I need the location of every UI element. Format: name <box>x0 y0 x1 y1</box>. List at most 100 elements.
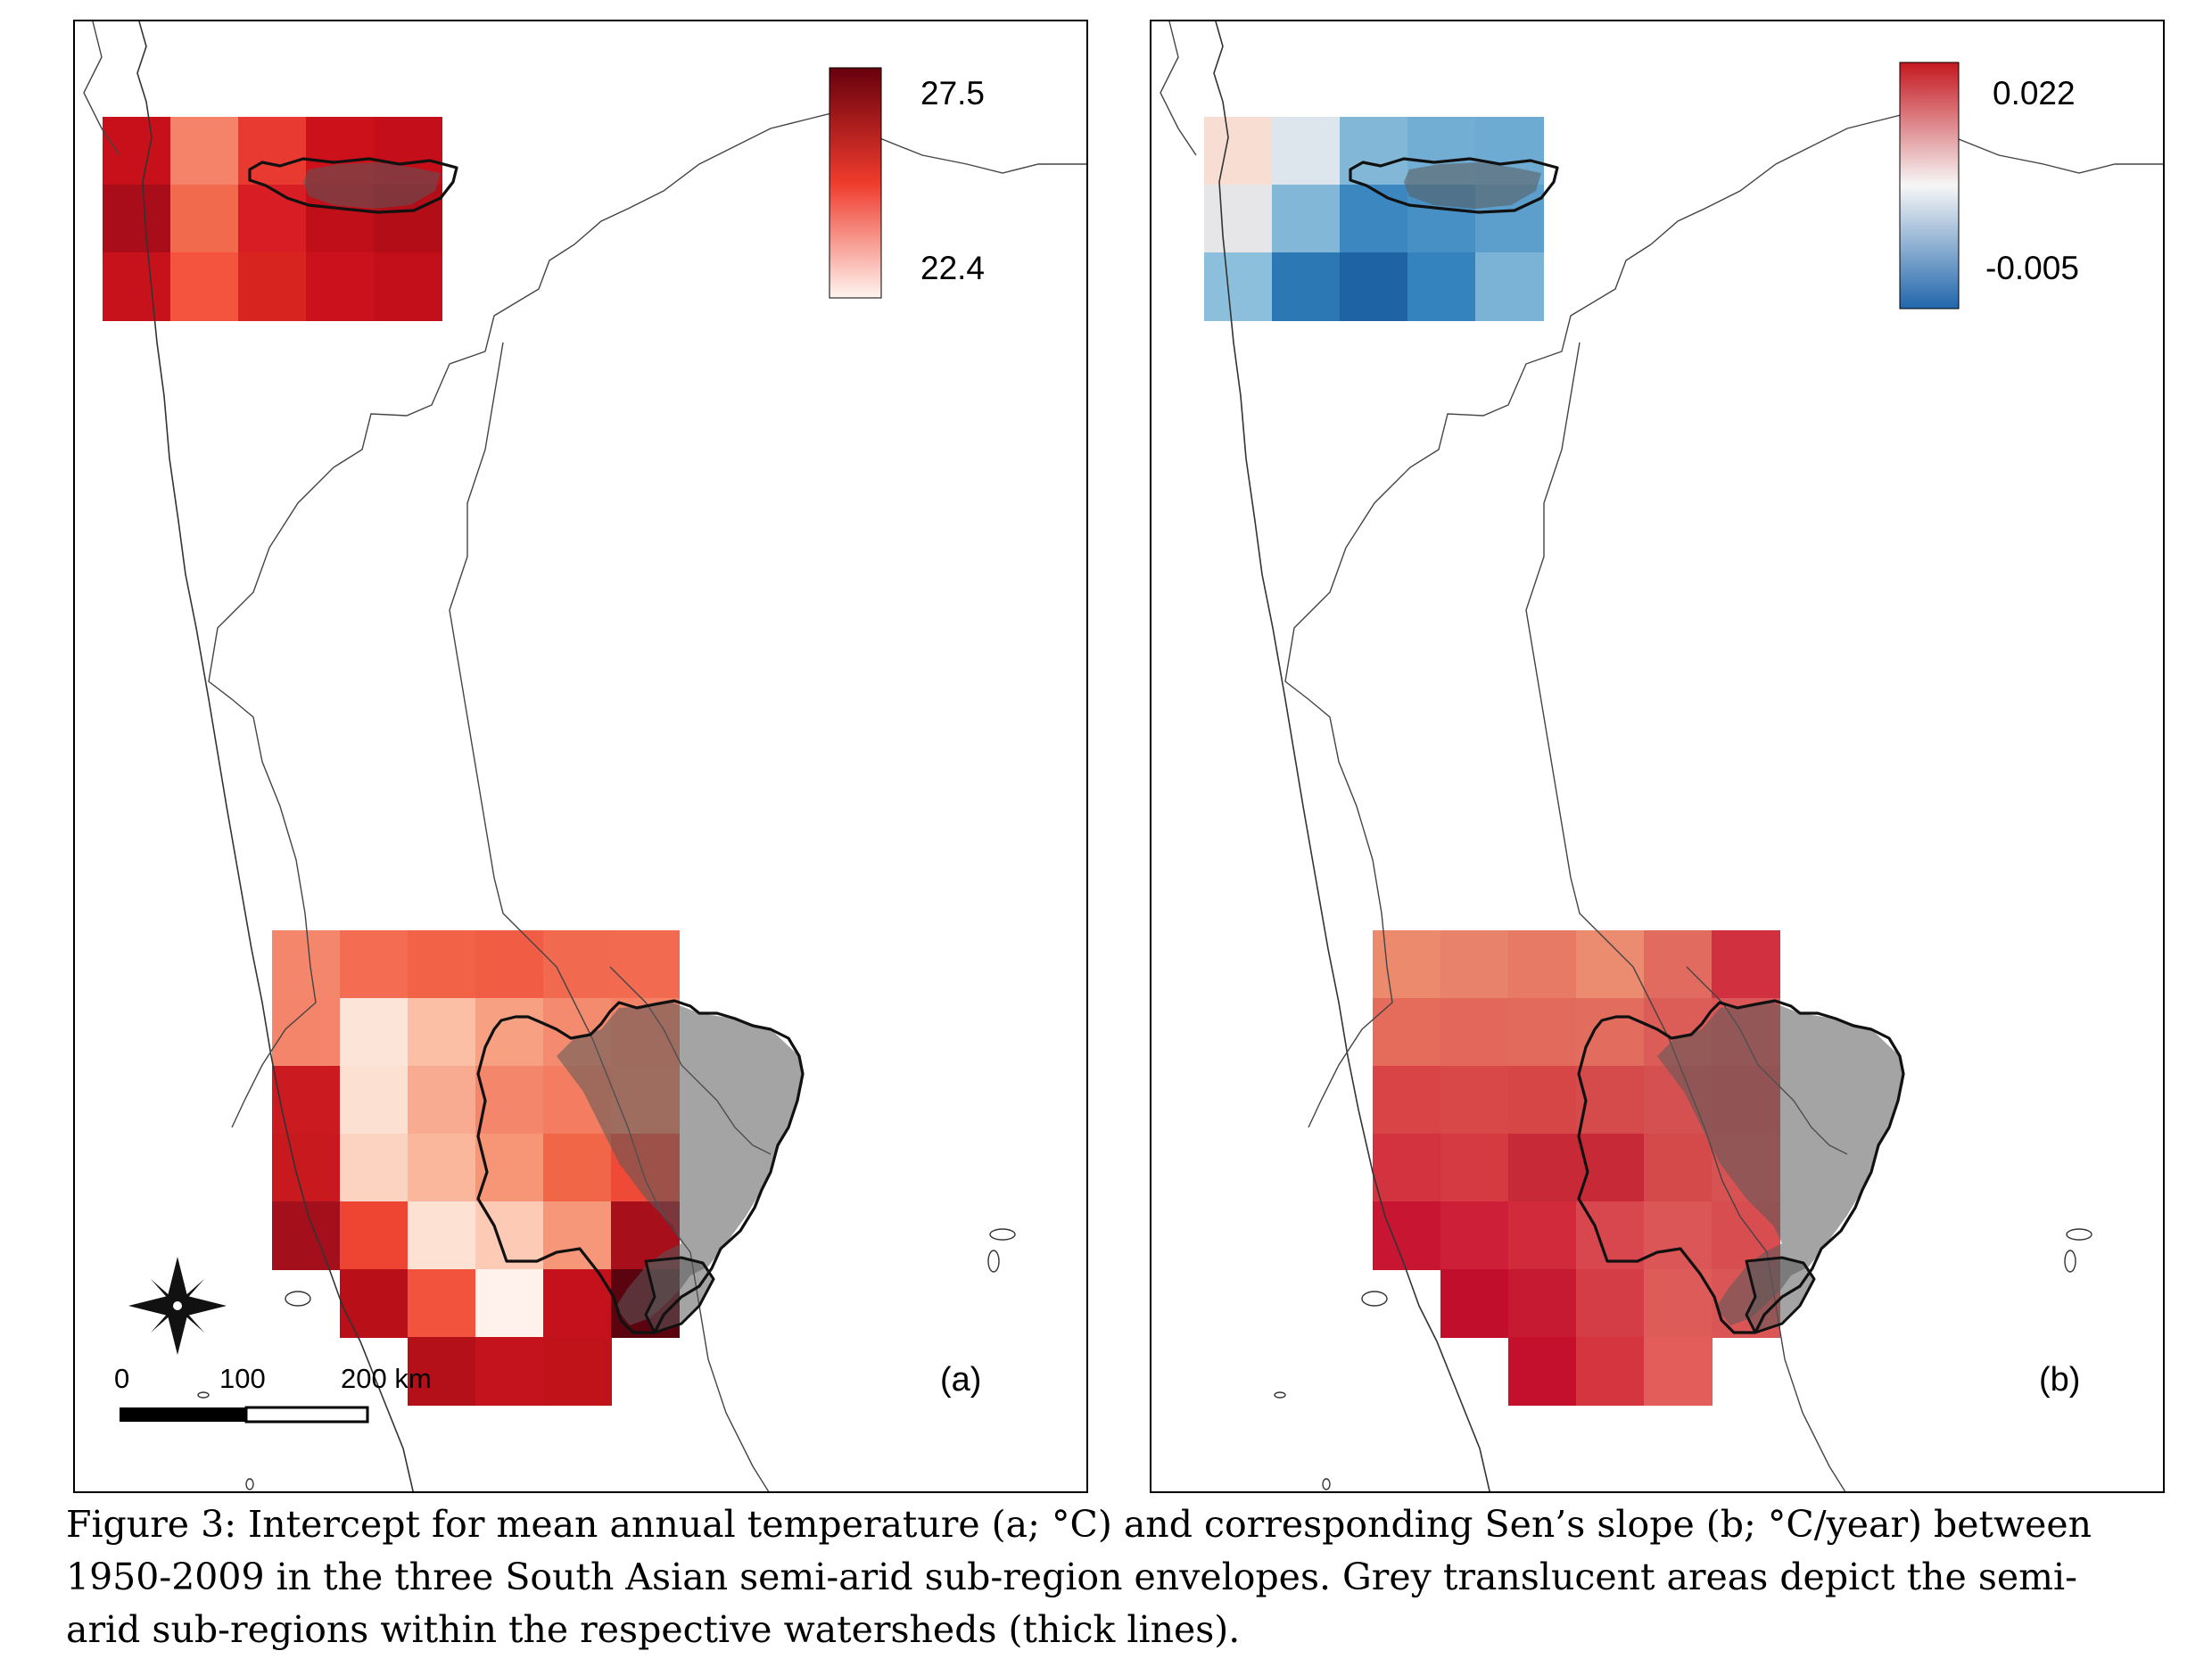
state-border <box>208 110 1086 1128</box>
island-outline-0 <box>1361 1291 1388 1307</box>
raster-cell-south-r0-c0 <box>1373 930 1441 999</box>
raster-cell-south-r0-c2 <box>408 930 476 999</box>
raster-cell-south-r0-c5 <box>1712 930 1780 999</box>
raster-cell-south-r6-c2 <box>408 1337 476 1406</box>
raster-cell-south-r5-c1 <box>340 1269 409 1338</box>
raster-cell-north-r2-c2 <box>1340 252 1408 321</box>
raster-grid-north-b <box>1204 117 1544 321</box>
raster-cell-south-r1-c1 <box>1440 998 1509 1067</box>
watershed-north <box>1349 157 1559 214</box>
raster-cell-north-r1-c1 <box>170 185 239 253</box>
raster-cell-south-r2-c0 <box>272 1066 341 1135</box>
island-outline-4 <box>987 1250 1000 1273</box>
raster-cell-south-r3-c1 <box>1440 1134 1509 1202</box>
coastline <box>136 21 414 1491</box>
raster-cell-south-r0-c1 <box>1440 930 1509 999</box>
island-outline-2 <box>245 1478 254 1490</box>
figure-caption: Figure 3: Intercept for mean annual temp… <box>66 1498 2171 1656</box>
panel-label-a: (a) <box>940 1361 982 1399</box>
raster-cell-north-r1-c0 <box>1204 185 1273 253</box>
raster-cell-south-r5-c1 <box>1440 1269 1509 1338</box>
raster-cell-south-r4-c4 <box>543 1201 612 1270</box>
map-canvas-a <box>83 21 1086 1491</box>
raster-cell-south-r4-c4 <box>1644 1201 1713 1270</box>
raster-cell-south-r6-c3 <box>1576 1337 1645 1406</box>
island-outline-1 <box>1274 1391 1286 1399</box>
raster-cell-north-r2-c0 <box>103 252 171 321</box>
raster-cell-south-r0-c5 <box>611 930 680 999</box>
raster-cell-south-r0-c3 <box>1576 930 1645 999</box>
raster-cell-north-r0-c1 <box>170 117 239 186</box>
raster-cell-north-r2-c3 <box>1407 252 1476 321</box>
raster-cell-south-r2-c2 <box>408 1066 476 1135</box>
raster-cell-south-r0-c1 <box>340 930 409 999</box>
watershed-south <box>1577 999 1905 1334</box>
scale-label-100: 100 <box>219 1363 266 1394</box>
island-outline-3 <box>2066 1228 2092 1241</box>
raster-cell-south-r5-c2 <box>408 1269 476 1338</box>
semi-arid-subregion-north <box>303 162 441 209</box>
raster-cell-south-r6-c3 <box>475 1337 544 1406</box>
raster-cell-south-r2-c3 <box>475 1066 544 1135</box>
raster-cell-north-r0-c0 <box>1204 117 1273 186</box>
legend-a-max-label: 27.5 <box>920 75 986 111</box>
raster-cell-south-r1-c1 <box>340 998 409 1067</box>
scale-label-0: 0 <box>114 1363 130 1394</box>
raster-cell-north-r2-c1 <box>1272 252 1341 321</box>
raster-cell-north-r1-c0 <box>103 185 171 253</box>
map-panel-a: 27.5 22.4 0 100 200 km (a) <box>73 20 1088 1493</box>
raster-cell-south-r0-c3 <box>475 930 544 999</box>
caption-line-3: arid sub-regions within the respective w… <box>66 1608 1241 1651</box>
raster-cell-south-r1-c3 <box>475 998 544 1067</box>
raster-cell-south-r3-c1 <box>340 1134 409 1202</box>
raster-cell-south-r1-c0 <box>272 998 341 1067</box>
raster-cell-south-r4-c0 <box>1373 1201 1441 1270</box>
semi-arid-subregion-south-small <box>644 1256 715 1334</box>
semi-arid-subregion-south-small <box>1745 1256 1816 1334</box>
raster-cell-north-r2-c4 <box>374 252 442 321</box>
caption-line-1: Figure 3: Intercept for mean annual temp… <box>66 1503 2092 1546</box>
raster-cell-north-r2-c1 <box>170 252 239 321</box>
raster-cell-north-r1-c2 <box>1340 185 1408 253</box>
scale-bar-black-segment <box>120 1407 246 1422</box>
raster-cell-south-r2-c0 <box>1373 1066 1441 1135</box>
raster-cell-south-r5-c2 <box>1508 1269 1577 1338</box>
semi-arid-subregion-south <box>1657 1003 1903 1325</box>
raster-cell-south-r6-c4 <box>543 1337 612 1406</box>
raster-cell-south-r2-c3 <box>1576 1066 1645 1135</box>
raster-cell-north-r0-c0 <box>103 117 171 186</box>
scale-bar <box>120 1406 369 1424</box>
raster-cell-south-r4-c1 <box>1440 1201 1509 1270</box>
raster-cell-north-r2-c3 <box>306 252 375 321</box>
raster-cell-south-r6-c2 <box>1508 1337 1577 1406</box>
panel-label-b: (b) <box>2039 1361 2081 1399</box>
raster-cell-south-r2-c1 <box>340 1066 409 1135</box>
raster-cell-south-r5-c3 <box>475 1269 544 1338</box>
legend-a-min-label: 22.4 <box>920 250 986 286</box>
raster-cell-south-r1-c2 <box>408 998 476 1067</box>
legend-b-colorbar <box>1899 62 1960 310</box>
island-outline-3 <box>989 1228 1016 1241</box>
raster-cell-north-r2-c0 <box>1204 252 1273 321</box>
map-canvas-b <box>1160 21 2163 1491</box>
coastline <box>1213 21 1490 1491</box>
raster-cell-south-r2-c1 <box>1440 1066 1509 1135</box>
state-border <box>1284 110 2163 1128</box>
raster-cell-south-r4-c0 <box>272 1201 341 1270</box>
semi-arid-subregion-south <box>557 1003 803 1325</box>
raster-cell-south-r1-c2 <box>1508 998 1577 1067</box>
raster-cell-north-r1-c1 <box>1272 185 1341 253</box>
scale-bar-white-segment <box>244 1406 369 1424</box>
raster-cell-south-r3-c0 <box>1373 1134 1441 1202</box>
caption-line-2: 1950-2009 in the three South Asian semi-… <box>66 1556 2077 1598</box>
raster-cell-north-r0-c1 <box>1272 117 1341 186</box>
semi-arid-subregion-north <box>1404 162 1541 209</box>
watershed-south <box>476 999 805 1334</box>
raster-cell-south-r6-c4 <box>1644 1337 1713 1406</box>
raster-cell-south-r5-c4 <box>543 1269 612 1338</box>
raster-cell-south-r4-c2 <box>1508 1201 1577 1270</box>
raster-cell-south-r3-c2 <box>408 1134 476 1202</box>
raster-cell-south-r1-c0 <box>1373 998 1441 1067</box>
watershed-overlays-a <box>248 157 805 1334</box>
border-northwest <box>83 21 120 156</box>
